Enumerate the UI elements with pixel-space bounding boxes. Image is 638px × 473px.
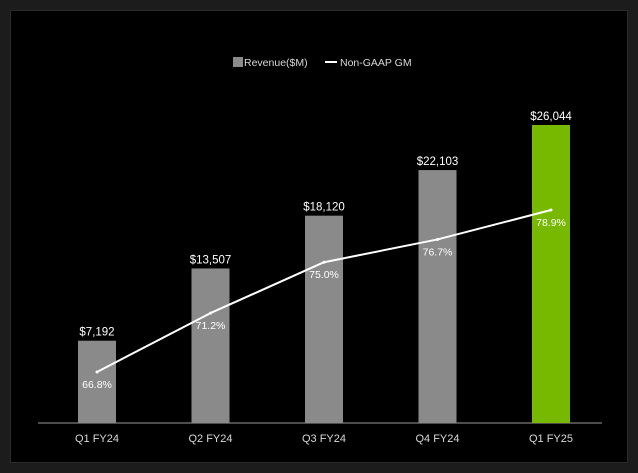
- gm-value-label-0: 66.8%: [82, 379, 112, 391]
- line-series: [95, 208, 553, 374]
- x-tick-2: Q3 FY24: [302, 433, 346, 445]
- bar-value-label-3: $22,103: [417, 156, 459, 168]
- gm-point-4: [549, 208, 553, 212]
- x-tick-labels: Q1 FY24 Q2 FY24 Q3 FY24 Q4 FY24 Q1 FY25: [75, 433, 573, 445]
- bar-value-label-1: $13,507: [190, 254, 232, 266]
- gm-point-3: [436, 237, 439, 241]
- bar-value-label-4: $26,044: [530, 111, 572, 123]
- bar-1: [191, 268, 230, 423]
- bar-4: [532, 125, 570, 423]
- gm-value-label-2: 75.0%: [309, 269, 339, 281]
- legend-swatch-revenue: [233, 57, 243, 67]
- x-tick-0: Q1 FY24: [75, 433, 119, 445]
- bar-series: [78, 125, 570, 423]
- x-tick-3: Q4 FY24: [415, 433, 459, 445]
- bar-0: [78, 340, 116, 423]
- legend-label-revenue: Revenue($M): [244, 57, 308, 69]
- bar-2: [305, 215, 343, 423]
- bar-value-label-0: $7,192: [79, 327, 114, 339]
- gm-point-2: [322, 260, 326, 264]
- legend-label-gm: Non-GAAP GM: [340, 57, 412, 69]
- bar-3: [418, 170, 457, 423]
- gm-point-1: [209, 311, 212, 315]
- bar-value-label-2: $18,120: [303, 202, 345, 214]
- gm-point-0: [95, 370, 99, 374]
- x-tick-4: Q1 FY25: [529, 433, 573, 445]
- data-labels: $7,192 $13,507 $18,120 $22,103 $26,044 66.8% 7…: [79, 111, 572, 391]
- gm-value-label-3: 76.7%: [423, 246, 453, 258]
- legend: Revenue($M) Non-GAAP GM: [233, 57, 412, 69]
- gm-value-label-1: 71.2%: [196, 320, 226, 332]
- gm-value-label-4: 78.9%: [536, 217, 566, 229]
- x-tick-1: Q2 FY24: [188, 433, 232, 445]
